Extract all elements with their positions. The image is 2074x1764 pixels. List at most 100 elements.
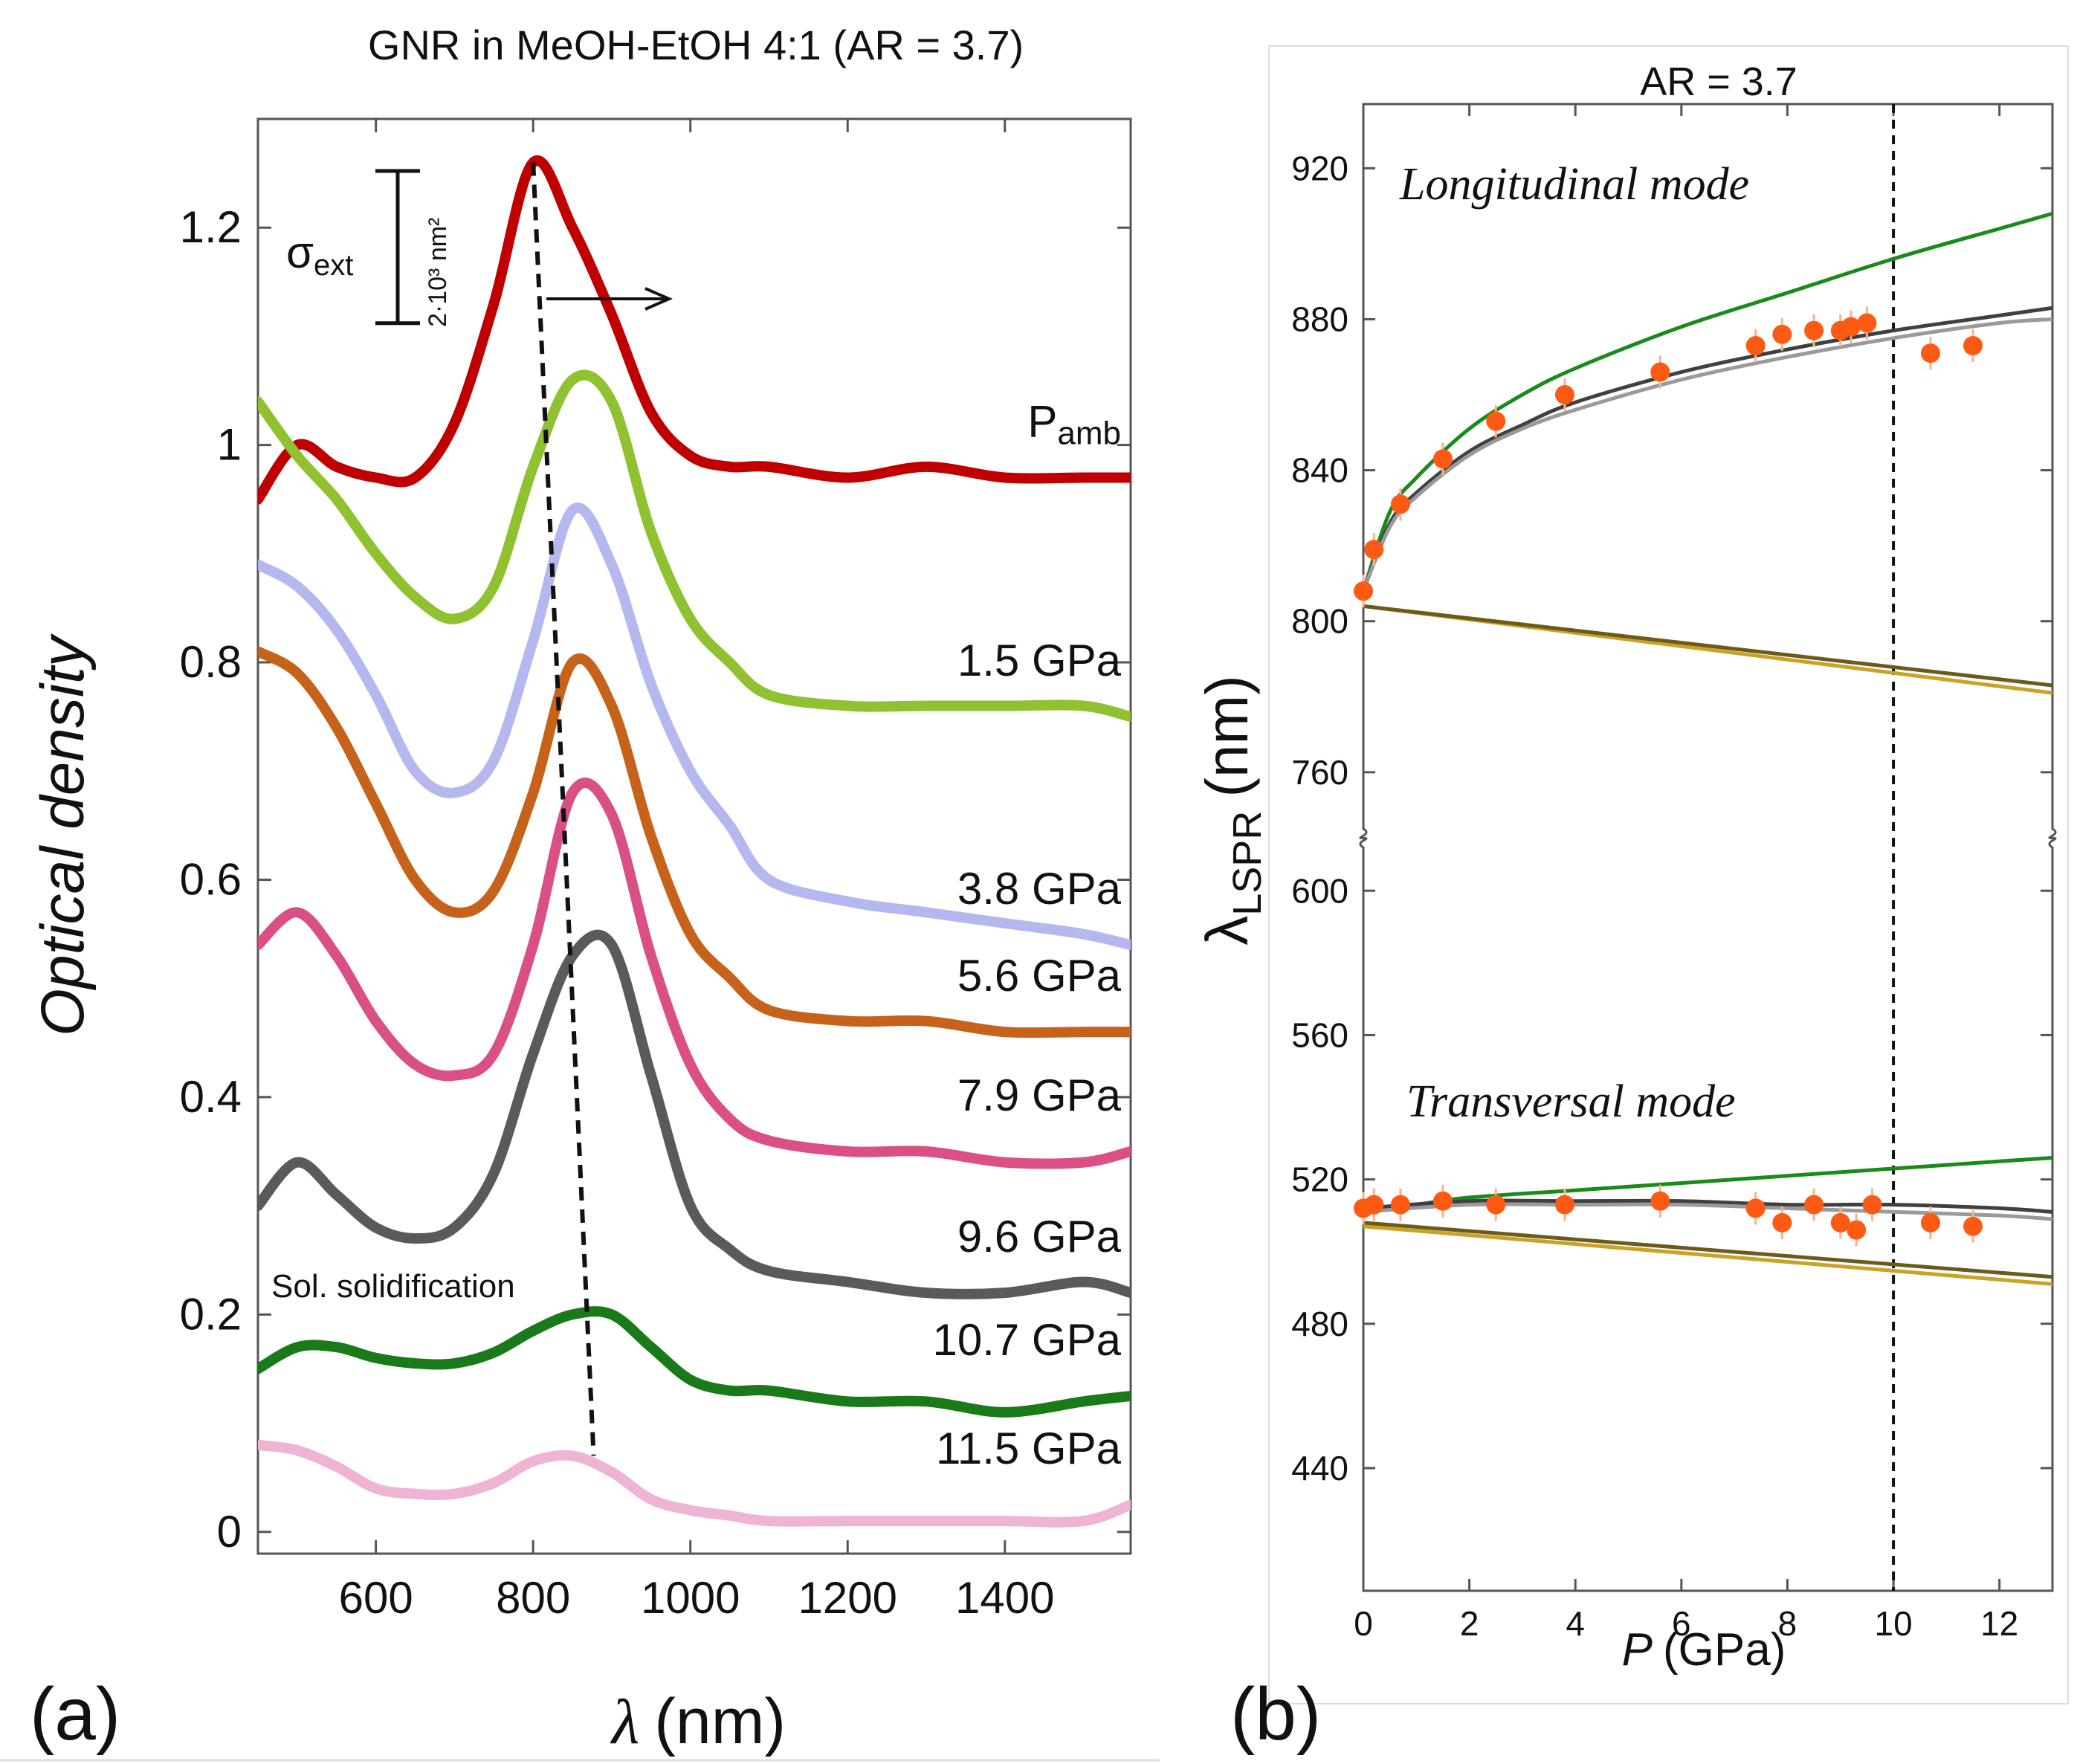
spectrum-line-pamb [258, 155, 1131, 505]
longitudinal-data-point [1745, 336, 1766, 355]
x-tick-label: 10 [1874, 1604, 1912, 1643]
panel-a: GNR in MeOH-EtOH 4:1 (AR = 3.7) 00.20.40… [29, 22, 1132, 1757]
panel-b: AR = 3.7 760800840880920440480520560600 … [1194, 45, 2069, 1756]
panel-a-title: GNR in MeOH-EtOH 4:1 (AR = 3.7) [368, 22, 1024, 68]
y-tick-label: 1 [217, 420, 242, 470]
y-tick-label: 920 [1291, 149, 1348, 187]
y-tick-label: 760 [1291, 753, 1348, 792]
model-curve-gray-transversal-2 [1363, 1202, 2052, 1221]
y-tick-label: 0.2 [180, 1289, 242, 1339]
peak-shift-trend-line [531, 162, 596, 1456]
panel-a-x-axis-label: λ (nm) [610, 1686, 786, 1757]
y-tick-label: 800 [1291, 602, 1348, 641]
series-label: 1.5 GPa [957, 636, 1122, 685]
longitudinal-data-point [1804, 320, 1824, 340]
panel-b-ticks [1362, 104, 2052, 1591]
series-label: 5.6 GPa [957, 951, 1122, 1001]
longitudinal-data-point [1390, 494, 1410, 514]
series-label: 9.6 GPa [957, 1212, 1122, 1261]
transversal-data-point [1745, 1198, 1766, 1218]
sigma-ext-scale-bar: σext 2·10³ nm² [286, 169, 452, 327]
x-tick-label: 2 [1460, 1604, 1479, 1643]
x-tick-label: 6 [1672, 1604, 1691, 1643]
transversal-data-point [1847, 1220, 1867, 1240]
transversal-data-point [1963, 1216, 1983, 1236]
panel-b-data-points [1354, 306, 1983, 1247]
spectrum-line-7-9-gpa [258, 778, 1131, 1169]
series-label: 7.9 GPa [957, 1070, 1122, 1120]
model-curve-green-longitudinal [1363, 211, 2052, 592]
transversal-mode-label: Transversal mode [1406, 1076, 1736, 1127]
panel-b-outer-border [1268, 45, 2069, 1705]
longitudinal-data-point [1554, 385, 1574, 405]
y-tick-label: 840 [1291, 451, 1348, 490]
y-tick-label: 0 [217, 1507, 242, 1557]
transversal-data-point [1432, 1191, 1453, 1211]
sigma-ext-label: σext [286, 227, 353, 282]
y-tick-label: 440 [1291, 1449, 1348, 1487]
panel-a-series-labels: Pamb 1.5 GPa 3.8 GPa 5.6 GPa 7.9 GPa 9.6 GPa 1… [932, 397, 1121, 1474]
shift-arrow [546, 287, 673, 311]
solidification-annotation: Sol. solidification [271, 1268, 515, 1305]
transversal-data-point [1862, 1195, 1882, 1215]
series-label: 11.5 GPa [936, 1424, 1122, 1473]
spectrum-line-5-6-gpa [258, 646, 1131, 1038]
panel-b-x-tick-labels: 0 2 4 6 8 10 12 [1354, 1604, 2018, 1643]
spectrum-line-1-5-gpa [258, 369, 1131, 723]
panel-a-plot-frame [256, 117, 1132, 1555]
y-tick-label: 520 [1291, 1160, 1348, 1199]
y-tick-label: 560 [1291, 1015, 1348, 1054]
transversal-data-point [1920, 1212, 1940, 1232]
transversal-data-point [1390, 1195, 1410, 1215]
panel-a-y-axis-label: Optical density [29, 633, 97, 1036]
longitudinal-data-point [1364, 540, 1384, 560]
x-tick-label: 12 [1980, 1604, 2018, 1643]
y-tick-label: 1.2 [180, 202, 242, 252]
y-tick-label: 0.4 [180, 1072, 242, 1122]
transversal-data-point [1364, 1195, 1384, 1215]
longitudinal-data-point [1920, 343, 1940, 364]
panel-a-label: (a) [30, 1673, 120, 1756]
panel-b-x-axis-label: P (GPa) [1622, 1624, 1786, 1676]
longitudinal-data-point [1650, 362, 1670, 382]
transversal-data-point [1554, 1195, 1574, 1215]
model-curve-gray-longitudinal-2 [1363, 317, 2052, 592]
y-tick-label: 0.8 [180, 637, 242, 687]
x-tick-label: 1000 [641, 1573, 740, 1623]
y-tick-label: 0.6 [180, 854, 242, 904]
panel-b-y-tick-labels: 760 800 840 880 920 440 480 520 560 600 [1291, 149, 1348, 1487]
x-tick-label: 4 [1566, 1604, 1585, 1643]
series-label: Pamb [1027, 397, 1121, 452]
panel-b-plot-frame [1359, 103, 2057, 1592]
x-tick-label: 0 [1354, 1604, 1373, 1643]
spectrum-line-10-7-gpa [258, 1306, 1131, 1418]
model-curve-gold-longitudinal-2 [1363, 604, 2052, 688]
model-curve-gray-transversal [1363, 1198, 2052, 1214]
transversal-data-point [1486, 1195, 1506, 1215]
longitudinal-mode-label: Longitudinal mode [1399, 159, 1749, 210]
x-tick-label: 600 [339, 1573, 413, 1623]
spectrum-line-11-5-gpa [258, 1439, 1131, 1528]
y-tick-label: 480 [1291, 1305, 1348, 1343]
panel-b-title: AR = 3.7 [1640, 59, 1797, 104]
transversal-data-point [1772, 1212, 1792, 1232]
x-tick-label: 1400 [955, 1573, 1054, 1623]
panel-b-y-axis-label: λLSPR(nm) [1194, 675, 1270, 946]
y-tick-label: 880 [1291, 300, 1348, 338]
x-tick-label: 800 [496, 1573, 570, 1623]
series-label: 10.7 GPa [932, 1315, 1121, 1365]
panel-a-spectra [258, 155, 1131, 1528]
panel-b-label: (b) [1230, 1673, 1321, 1756]
spectrum-line-3-8-gpa [258, 503, 1131, 951]
spectrum-line-9-6-gpa [258, 929, 1131, 1299]
x-tick-label: 1200 [798, 1573, 897, 1623]
transversal-data-point [1830, 1212, 1850, 1232]
longitudinal-data-point [1963, 336, 1983, 355]
panel-a-ticks [258, 119, 1131, 1554]
longitudinal-data-point [1432, 449, 1453, 469]
y-tick-label: 600 [1291, 871, 1348, 910]
model-curve-gold-transversal-2 [1363, 1221, 2052, 1279]
scale-bar-value: 2·10³ nm² [424, 218, 452, 327]
panel-a-y-tick-labels: 0 0.2 0.4 0.6 0.8 1 1.2 [180, 202, 242, 1557]
